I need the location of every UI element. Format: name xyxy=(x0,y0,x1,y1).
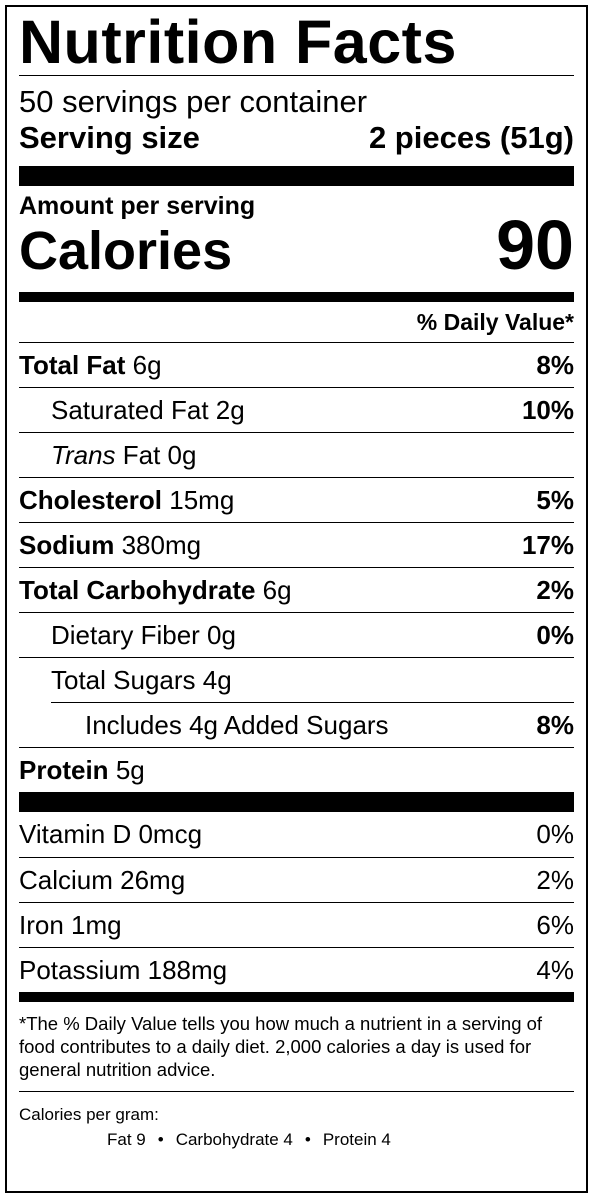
nutrient-dv: 8% xyxy=(536,709,574,740)
nutrient-label: Dietary Fiber 0g xyxy=(51,619,236,650)
cpg-carbohydrate: Carbohydrate 4 xyxy=(175,1130,293,1149)
vitamin-label: Vitamin D 0mcg xyxy=(19,819,203,849)
nutrient-dv: 5% xyxy=(536,484,574,515)
nutrient-label: Total Fat xyxy=(19,349,126,380)
nutrient-dv: 10% xyxy=(521,394,574,425)
servings-per-container: 50 servings per container xyxy=(19,84,368,119)
calories-label: Calories xyxy=(19,221,233,281)
nutrient-row-total-carbohydrate: Total Carbohydrate 6g 2% xyxy=(19,567,574,612)
thick-divider-top xyxy=(19,166,574,186)
medium-divider-bottom xyxy=(19,992,574,1002)
nutrient-amount: 380mg xyxy=(121,529,202,560)
vitamin-label: Calcium 26mg xyxy=(19,864,186,895)
nutrient-row-added-sugars: Includes 4g Added Sugars 8% xyxy=(51,702,574,747)
nutrient-row-total-fat: Total Fat 6g 8% xyxy=(19,342,574,387)
medium-divider xyxy=(19,292,574,302)
nutrient-dv: 17% xyxy=(521,529,574,560)
vitamin-dv: 0% xyxy=(536,819,574,849)
nutrient-label: Total Sugars 4g xyxy=(51,664,232,695)
vitamin-dv: 2% xyxy=(536,864,574,895)
vitamin-label: Iron 1mg xyxy=(19,909,122,940)
calories-per-gram-values: Fat 9 • Carbohydrate 4 • Protein 4 xyxy=(19,1129,574,1151)
nutrient-label: Includes 4g Added Sugars xyxy=(85,709,389,740)
nutrient-label: Fat 0g xyxy=(122,439,197,470)
nutrition-facts-label: Nutrition Facts 50 servings per containe… xyxy=(5,5,588,1193)
vitamin-row: Calcium 26mg 2% xyxy=(19,857,574,902)
vitamin-dv: 4% xyxy=(536,954,574,985)
nutrient-row-total-sugars: Total Sugars 4g xyxy=(19,657,574,702)
nutrient-row-saturated-fat: Saturated Fat 2g 10% xyxy=(19,387,574,432)
vitamin-row: Potassium 188mg 4% xyxy=(19,947,574,992)
thick-divider-vitamins xyxy=(19,792,574,812)
calories-value: 90 xyxy=(496,206,574,284)
nutrient-row-cholesterol: Cholesterol 15mg 5% xyxy=(19,477,574,522)
bullet-separator: • xyxy=(157,1130,164,1149)
nutrient-amount: 5g xyxy=(115,754,145,785)
title-rule xyxy=(19,75,574,76)
nutrient-row-sodium: Sodium 380mg 17% xyxy=(19,522,574,567)
vitamin-label: Potassium 188mg xyxy=(19,954,228,985)
nutrient-row-trans-fat: Trans Fat 0g xyxy=(19,432,574,477)
cpg-protein: Protein 4 xyxy=(322,1130,391,1149)
nutrient-label: Protein xyxy=(19,754,109,785)
vitamin-dv: 6% xyxy=(536,909,574,940)
nutrient-label: Cholesterol xyxy=(19,484,163,515)
nutrient-dv: 2% xyxy=(536,574,574,605)
serving-size-row: Serving size 2 pieces (51g) xyxy=(19,120,574,156)
nutrient-amount: 6g xyxy=(262,574,292,605)
serving-size-value: 2 pieces (51g) xyxy=(368,120,574,155)
nutrient-label: Saturated Fat 2g xyxy=(51,394,245,425)
nutrient-row-protein: Protein 5g xyxy=(19,747,574,792)
vitamin-row: Vitamin D 0mcg 0% xyxy=(19,812,574,857)
vitamin-row: Iron 1mg 6% xyxy=(19,902,574,947)
nutrient-amount: 6g xyxy=(132,349,162,380)
nutrient-dv: 8% xyxy=(536,349,574,380)
daily-value-footnote: *The % Daily Value tells you how much a … xyxy=(19,1012,574,1092)
amount-per-serving: Amount per serving xyxy=(19,192,256,220)
nutrient-label: Sodium xyxy=(19,529,115,560)
calories-row: Calories 90 xyxy=(19,210,574,286)
label-title: Nutrition Facts xyxy=(19,8,457,76)
nutrient-label: Total Carbohydrate xyxy=(19,574,256,605)
nutrient-row-dietary-fiber: Dietary Fiber 0g 0% xyxy=(19,612,574,657)
daily-value-header: % Daily Value* xyxy=(416,309,574,335)
nutrient-dv: 0% xyxy=(536,619,574,650)
cpg-fat: Fat 9 xyxy=(107,1130,146,1149)
calories-per-gram-label: Calories per gram: xyxy=(19,1105,159,1124)
trans-italic-label: Trans xyxy=(51,439,116,470)
serving-size-label: Serving size xyxy=(19,120,200,155)
nutrient-amount: 15mg xyxy=(169,484,235,515)
bullet-separator: • xyxy=(304,1130,311,1149)
